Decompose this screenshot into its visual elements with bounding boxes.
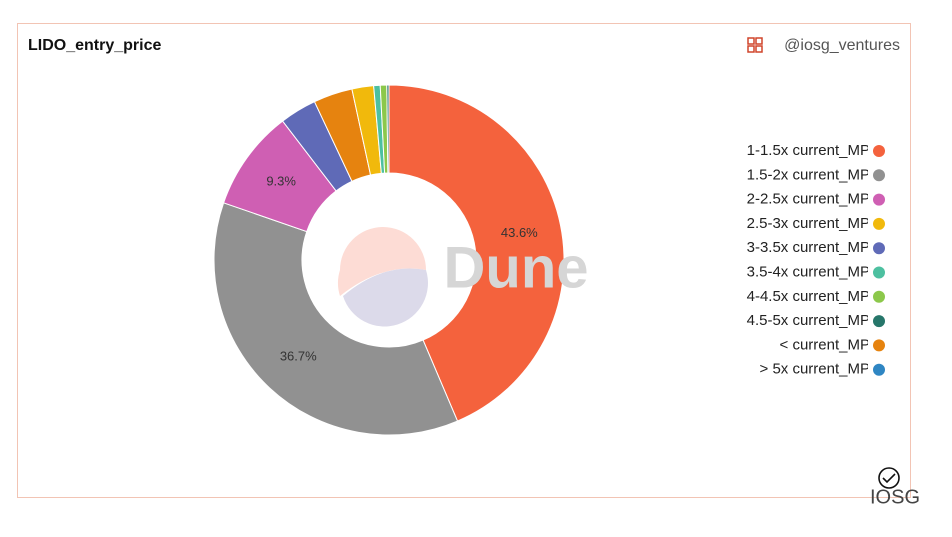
legend-swatch [873, 315, 885, 328]
legend-label: 1-1.5x current_MP [747, 142, 870, 159]
donut: 43.6% 36.7% 9.3% [213, 84, 565, 436]
overlay-text: IOSG [870, 486, 920, 508]
legend: 1-1.5x current_MP 1.5-2x current_MP 2-2.5x… [747, 142, 885, 378]
legend-swatch [873, 193, 885, 206]
legend-label: 3.5-4x current_MP [747, 263, 870, 280]
legend-label: 4-4.5x current_MP [747, 288, 870, 305]
legend-label: < current_MP [780, 336, 870, 353]
legend-label: 2-2.5x current_MP [747, 191, 870, 208]
legend-swatch [873, 363, 885, 376]
legend-swatch [873, 169, 885, 182]
slice [213, 202, 459, 436]
legend-swatch [873, 266, 885, 279]
slice [388, 84, 565, 422]
legend-swatch [873, 145, 885, 157]
check-icon [878, 467, 900, 489]
legend-swatch [873, 217, 885, 230]
legend-label: 4.5-5x current_MP [747, 312, 870, 329]
data-label: 9.3% [266, 174, 296, 189]
legend-label: 1.5-2x current_MP [747, 166, 870, 183]
legend-swatch [873, 242, 885, 255]
legend-label: 2.5-3x current_MP [747, 215, 870, 232]
author-icon [747, 37, 763, 53]
legend-label: 3-3.5x current_MP [747, 239, 870, 256]
dune-logo [337, 227, 428, 327]
legend-swatch [873, 290, 885, 303]
watermark: Dune [444, 235, 589, 300]
data-label: 36.7% [280, 349, 317, 364]
author: @iosg_ventures [784, 37, 900, 54]
legend-label: > 5x current_MP [760, 361, 870, 378]
chart-title: LIDO_entry_price [28, 37, 161, 54]
data-label: 43.6% [501, 225, 538, 240]
legend-swatch [873, 339, 885, 352]
slice [386, 84, 390, 174]
